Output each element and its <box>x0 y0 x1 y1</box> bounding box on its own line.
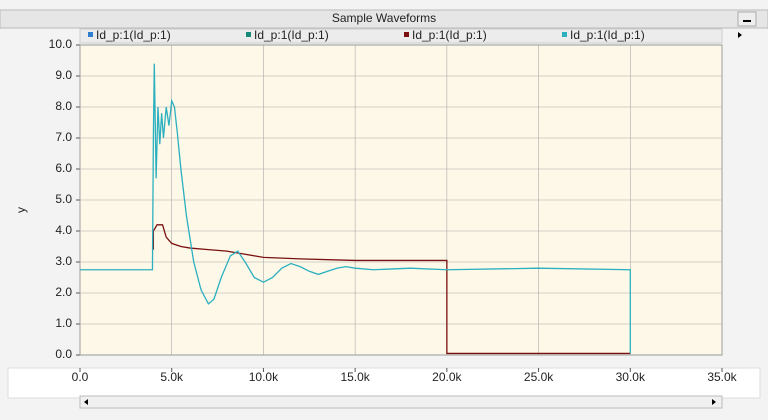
y-axis-label: y <box>14 207 28 213</box>
legend-swatch <box>404 32 409 37</box>
x-tick-label: 5.0k <box>160 370 184 384</box>
y-tick-label: 2.0 <box>55 285 72 299</box>
y-tick-label: 10.0 <box>49 37 73 51</box>
y-tick-label: 6.0 <box>55 161 72 175</box>
x-tick-label: 15.0k <box>340 370 370 384</box>
scroll-left[interactable] <box>84 399 88 405</box>
x-tick-label: 35.0k <box>707 370 737 384</box>
scrollbar[interactable] <box>79 395 723 409</box>
series-line <box>80 63 631 354</box>
legend-label: Id_p:1(Id_p:1) <box>570 28 645 42</box>
legend-label: Id_p:1(Id_p:1) <box>412 28 487 42</box>
chart-title: Sample Waveforms <box>332 11 436 25</box>
legend-label: Id_p:1(Id_p:1) <box>254 28 329 42</box>
y-tick-label: 0.0 <box>55 347 72 361</box>
title-bar <box>0 9 768 29</box>
legend-swatch <box>562 32 567 37</box>
y-tick-label: 1.0 <box>55 316 72 330</box>
x-tick-label: 20.0k <box>432 370 462 384</box>
x-tick-label: 30.0k <box>616 370 646 384</box>
y-tick-label: 4.0 <box>55 223 72 237</box>
x-tick-label: 10.0k <box>249 370 279 384</box>
legend-swatch <box>88 32 93 37</box>
series-line <box>152 224 631 355</box>
legend-label: Id_p:1(Id_p:1) <box>96 28 171 42</box>
legend-scroll-arrow[interactable] <box>738 32 742 38</box>
y-tick-label: 9.0 <box>55 68 72 82</box>
legend-swatch <box>246 32 251 37</box>
legend-bar <box>79 28 723 44</box>
x-axis-panel <box>7 367 761 399</box>
scroll-right[interactable] <box>712 399 716 405</box>
y-tick-label: 8.0 <box>55 99 72 113</box>
y-tick-label: 7.0 <box>55 130 72 144</box>
y-tick-label: 5.0 <box>55 192 72 206</box>
x-tick-label: 0.0 <box>72 370 89 384</box>
minimize-button[interactable] <box>737 11 757 27</box>
y-tick-label: 3.0 <box>55 254 72 268</box>
x-tick-label: 25.0k <box>524 370 554 384</box>
